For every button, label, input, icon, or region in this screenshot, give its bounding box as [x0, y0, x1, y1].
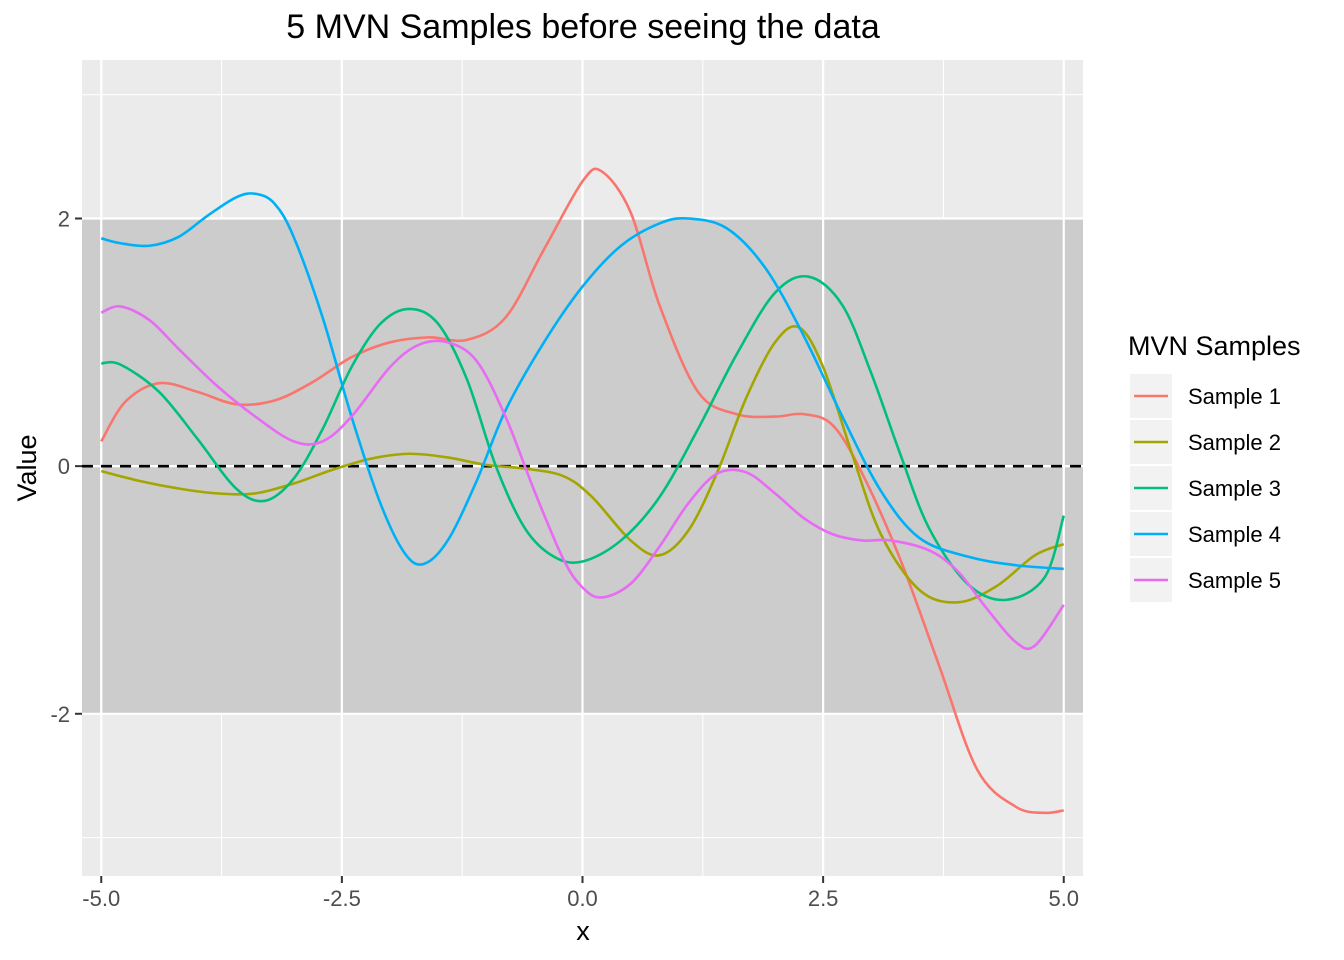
y-axis-label: Value [12, 434, 42, 501]
x-axis-label: x [576, 916, 590, 946]
x-tick-label: 5.0 [1048, 886, 1079, 911]
legend-item-label: Sample 3 [1188, 476, 1281, 501]
chart-title: 5 MVN Samples before seeing the data [286, 8, 880, 46]
y-tick-label: 2 [58, 206, 70, 231]
x-tick-label: 2.5 [808, 886, 839, 911]
series-line-sample-5 [100, 304, 1065, 651]
y-tick-label: 0 [58, 454, 70, 479]
x-tick-label: -2.5 [323, 886, 361, 911]
legend-items: Sample 1 Sample 2 Sample 3 Sample 4 Sample 5 [1130, 374, 1281, 602]
x-tick-label: -5.0 [82, 886, 120, 911]
legend-item-label: Sample 5 [1188, 568, 1281, 593]
x-axis-ticks: -5.0 -2.5 0.0 2.5 5.0 [82, 876, 1079, 911]
series-line-sample-1 [100, 167, 1064, 815]
legend-item-label: Sample 1 [1188, 384, 1281, 409]
series-line-sample-4 [100, 192, 1064, 571]
legend-item-label: Sample 4 [1188, 522, 1281, 547]
x-tick-label: 0.0 [567, 886, 598, 911]
y-tick-label: -2 [50, 702, 70, 727]
legend-title: MVN Samples [1128, 331, 1301, 361]
series-layer [100, 167, 1065, 815]
legend-item-label: Sample 2 [1188, 430, 1281, 455]
series-line-sample-3 [101, 274, 1065, 602]
y-axis-ticks: -2 0 2 [50, 206, 82, 727]
grid-major [82, 60, 1083, 876]
